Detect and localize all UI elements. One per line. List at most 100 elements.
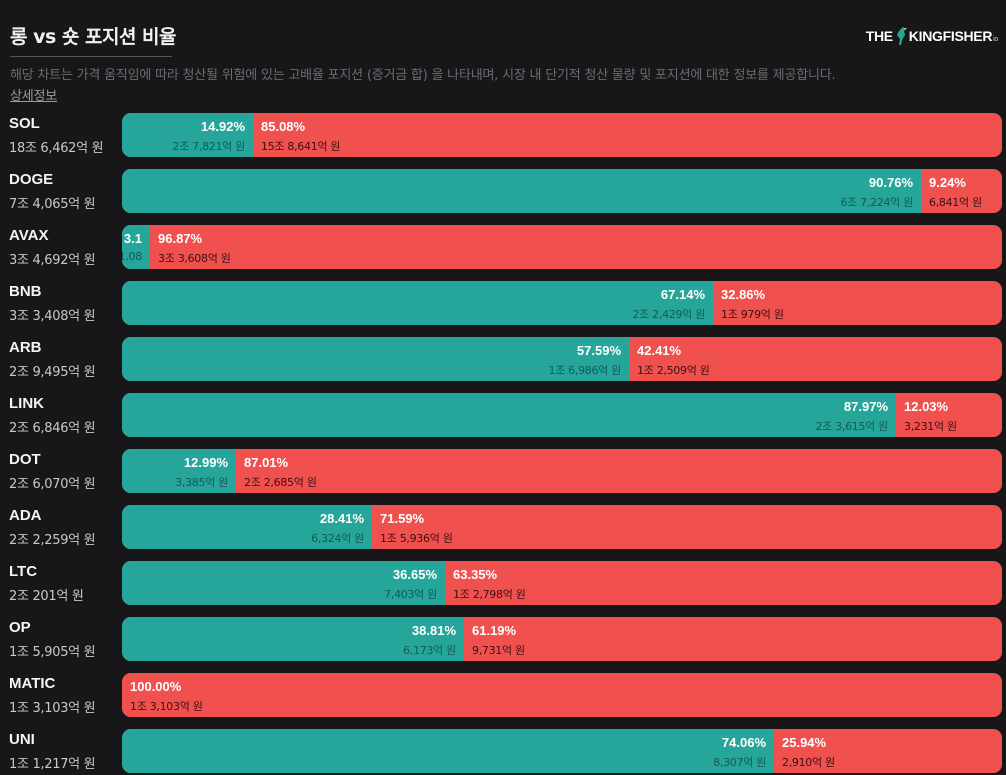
coin-row-uni: UNI 1조 1,217억 원 74.06% 8,307억 원 25.94% 2,910억… (0, 729, 1006, 775)
coin-row-sol: SOL 18조 6,462억 원 14.92% 2조 7,821억 원 85.08% 15… (0, 113, 1006, 159)
long-segment[interactable]: 67.14% 2조 2,429억 원 (122, 281, 713, 325)
long-percent-label: 12.99% (183, 455, 228, 470)
short-percent-label: 96.87% (158, 231, 203, 246)
long-segment[interactable]: 12.99% 3,385억 원 (122, 449, 236, 493)
coin-total-position: 2조 2,259억 원 (9, 533, 96, 548)
short-percent-label: 25.94% (782, 735, 827, 750)
chart-title: 롱 vs 숏 포지션 비율 (10, 26, 177, 48)
coin-symbol: OP (9, 619, 31, 636)
coin-symbol: ARB (9, 339, 42, 356)
short-segment[interactable]: 100.00% 1조 3,103억 원 (122, 673, 1002, 717)
coin-symbol: SOL (9, 115, 40, 132)
short-percent-label: 42.41% (637, 343, 682, 358)
long-segment[interactable]: 3.1 1,08 (122, 225, 150, 269)
short-amount-label: 2조 2,685억 원 (244, 476, 317, 489)
detail-info-link[interactable]: 상세정보 (10, 89, 58, 104)
coin-row-ltc: LTC 2조 201억 원 36.65% 7,403억 원 63.35% 1조 2,798… (0, 561, 1006, 607)
long-percent-label: 57.59% (576, 343, 621, 358)
logo-text-kingfisher: KINGFISHER (908, 28, 993, 44)
short-segment[interactable]: 12.03% 3,231억 원 (896, 393, 1002, 437)
long-segment[interactable]: 14.92% 2조 7,821억 원 (122, 113, 253, 157)
coin-total-position: 1조 1,217억 원 (9, 757, 96, 772)
logo-text-the: THE (865, 28, 893, 44)
short-amount-label: 1조 2,509억 원 (637, 364, 710, 377)
short-percent-label: 12.03% (904, 399, 949, 414)
coin-symbol: AVAX (9, 227, 49, 244)
coin-total-position: 2조 9,495억 원 (9, 365, 96, 380)
short-segment[interactable]: 61.19% 9,731억 원 (464, 617, 1002, 661)
coin-symbol: ADA (9, 507, 42, 524)
short-percent-label: 100.00% (130, 679, 182, 694)
short-amount-label: 1조 3,103억 원 (130, 700, 203, 713)
kingfisher-bird-icon (896, 27, 907, 45)
coin-row-avax: AVAX 3조 4,692억 원 3.1 1,08 96.87% 3조 3,608억 원 (0, 225, 1006, 271)
coin-symbol: BNB (9, 283, 42, 300)
long-percent-label: 36.65% (392, 567, 437, 582)
coin-total-position: 7조 4,065억 원 (9, 197, 96, 212)
kingfisher-logo: THE KINGFISHER io (866, 26, 998, 46)
short-amount-label: 3조 3,608억 원 (158, 252, 231, 265)
long-segment[interactable]: 38.81% 6,173억 원 (122, 617, 464, 661)
long-segment[interactable]: 90.76% 6조 7,224억 원 (122, 169, 921, 213)
short-segment[interactable]: 25.94% 2,910억 원 (774, 729, 1002, 773)
long-short-bar[interactable]: 36.65% 7,403억 원 63.35% 1조 2,798억 원 (122, 561, 1002, 605)
long-segment[interactable]: 36.65% 7,403억 원 (122, 561, 445, 605)
long-segment[interactable]: 57.59% 1조 6,986억 원 (122, 337, 629, 381)
short-segment[interactable]: 87.01% 2조 2,685억 원 (236, 449, 1002, 493)
short-percent-label: 71.59% (380, 511, 425, 526)
coin-row-ada: ADA 2조 2,259억 원 28.41% 6,324억 원 71.59% 1조 5,9… (0, 505, 1006, 551)
short-segment[interactable]: 42.41% 1조 2,509억 원 (629, 337, 1002, 381)
long-short-bar[interactable]: 87.97% 2조 3,615억 원 12.03% 3,231억 원 (122, 393, 1002, 437)
long-percent-label: 3.1 (123, 231, 142, 246)
long-short-bar[interactable]: 12.99% 3,385억 원 87.01% 2조 2,685억 원 (122, 449, 1002, 493)
short-segment[interactable]: 9.24% 6,841억 원 (921, 169, 1002, 213)
coin-total-position: 2조 6,846억 원 (9, 421, 96, 436)
long-percent-label: 38.81% (411, 623, 456, 638)
short-amount-label: 1조 2,798억 원 (453, 588, 526, 601)
short-percent-label: 85.08% (261, 119, 306, 134)
short-segment[interactable]: 71.59% 1조 5,936억 원 (372, 505, 1002, 549)
long-short-bar[interactable]: 38.81% 6,173억 원 61.19% 9,731억 원 (122, 617, 1002, 661)
coin-symbol: MATIC (9, 675, 56, 692)
coin-row-bnb: BNB 3조 3,408억 원 67.14% 2조 2,429억 원 32.86% 1조 … (0, 281, 1006, 327)
long-segment[interactable]: 28.41% 6,324억 원 (122, 505, 372, 549)
short-segment[interactable]: 32.86% 1조 979억 원 (713, 281, 1002, 325)
coin-row-doge: DOGE 7조 4,065억 원 90.76% 6조 7,224억 원 9.24% 6,8… (0, 169, 1006, 215)
short-segment[interactable]: 85.08% 15조 8,641억 원 (253, 113, 1002, 157)
long-short-bar[interactable]: 100.00% 1조 3,103억 원 (122, 673, 1002, 717)
short-amount-label: 1조 979억 원 (721, 308, 784, 321)
long-amount-label: 8,307억 원 (713, 756, 766, 769)
long-amount-label: 2조 3,615억 원 (815, 420, 888, 433)
coin-row-link: LINK 2조 6,846억 원 87.97% 2조 3,615억 원 12.03% 3,… (0, 393, 1006, 439)
long-short-bar[interactable]: 57.59% 1조 6,986억 원 42.41% 1조 2,509억 원 (122, 337, 1002, 381)
long-amount-label: 2조 7,821억 원 (172, 140, 245, 153)
long-short-bar[interactable]: 3.1 1,08 96.87% 3조 3,608억 원 (122, 225, 1002, 269)
long-amount-label: 6조 7,224억 원 (840, 196, 913, 209)
long-amount-label: 7,403억 원 (384, 588, 437, 601)
short-amount-label: 2,910억 원 (782, 756, 835, 769)
coin-total-position: 1조 3,103억 원 (9, 701, 96, 716)
coin-total-position: 2조 6,070억 원 (9, 477, 96, 492)
long-percent-label: 90.76% (868, 175, 913, 190)
short-segment[interactable]: 63.35% 1조 2,798억 원 (445, 561, 1002, 605)
long-short-bar[interactable]: 28.41% 6,324억 원 71.59% 1조 5,936억 원 (122, 505, 1002, 549)
long-short-bar[interactable]: 74.06% 8,307억 원 25.94% 2,910억 원 (122, 729, 1002, 773)
short-percent-label: 61.19% (472, 623, 517, 638)
long-percent-label: 74.06% (721, 735, 766, 750)
long-short-bar[interactable]: 90.76% 6조 7,224억 원 9.24% 6,841억 원 (122, 169, 1002, 213)
chart-description: 해당 차트는 가격 움직임에 따라 청산될 위험에 있는 고배율 포지션 (증거… (10, 68, 836, 83)
long-amount-label: 2조 2,429억 원 (632, 308, 705, 321)
coin-total-position: 3조 3,408억 원 (9, 309, 96, 324)
long-amount-label: 1조 6,986억 원 (548, 364, 621, 377)
short-percent-label: 32.86% (721, 287, 766, 302)
long-segment[interactable]: 74.06% 8,307억 원 (122, 729, 774, 773)
long-segment[interactable]: 87.97% 2조 3,615억 원 (122, 393, 896, 437)
long-percent-label: 67.14% (660, 287, 705, 302)
short-percent-label: 87.01% (244, 455, 289, 470)
long-short-bar[interactable]: 14.92% 2조 7,821억 원 85.08% 15조 8,641억 원 (122, 113, 1002, 157)
chart-header: 롱 vs 숏 포지션 비율 THE KINGFISHER io (10, 22, 998, 57)
short-segment[interactable]: 96.87% 3조 3,608억 원 (150, 225, 1002, 269)
coin-row-dot: DOT 2조 6,070억 원 12.99% 3,385억 원 87.01% 2조 2,6… (0, 449, 1006, 495)
long-short-bar[interactable]: 67.14% 2조 2,429억 원 32.86% 1조 979억 원 (122, 281, 1002, 325)
coin-row-matic: MATIC 1조 3,103억 원 100.00% 1조 3,103억 원 (0, 673, 1006, 719)
